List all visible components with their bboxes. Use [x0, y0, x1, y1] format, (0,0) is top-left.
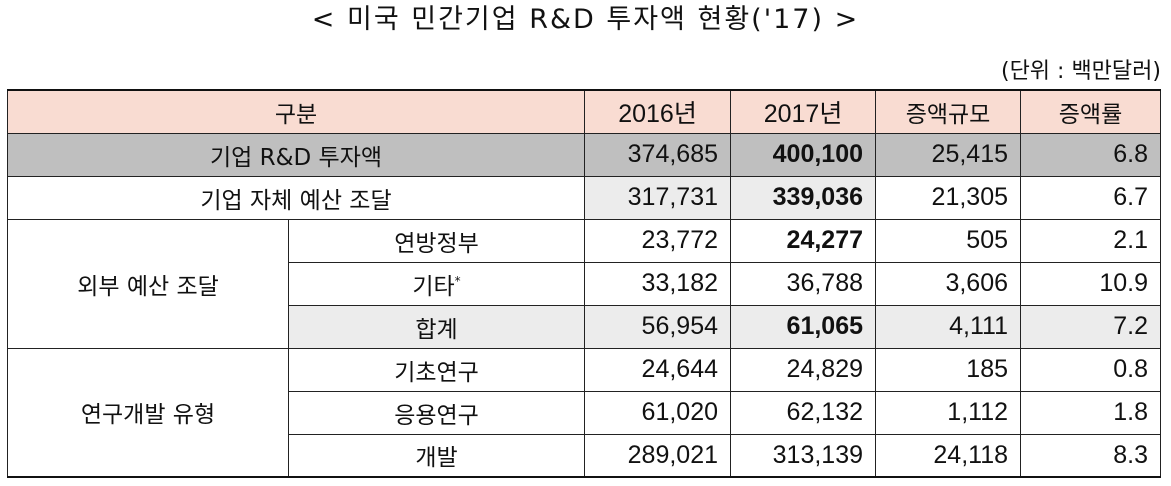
- group-label-external: 외부 예산 조달: [7, 218, 289, 349]
- cell-2017: 62,132: [730, 390, 877, 435]
- row-label: 연방정부: [287, 218, 586, 263]
- table-row-external-sum: 합계 56,954 61,065 4,111 7.2: [8, 304, 1162, 349]
- cell-2016: 23,772: [584, 218, 732, 263]
- cell-2016: 317,731: [584, 175, 732, 220]
- cell-2016: 374,685: [584, 132, 732, 177]
- row-label: 응용연구: [287, 390, 586, 435]
- unit-label: (단위 : 백만달러): [1000, 59, 1161, 84]
- cell-2017: 24,829: [730, 347, 877, 392]
- row-label: 기업 자체 예산 조달: [6, 175, 586, 220]
- cell-increase: 21,305: [875, 175, 1022, 220]
- cell-2016: 56,954: [584, 304, 732, 349]
- cell-rate: 2.1: [1020, 218, 1162, 263]
- header-2017: 2017년: [730, 89, 877, 134]
- table-row-self-funded: 기업 자체 예산 조달 317,731 339,036 21,305 6.7: [6, 175, 1162, 220]
- cell-2016: 33,182: [584, 261, 732, 306]
- row-label: 기초연구: [287, 347, 586, 392]
- header-category: 구분: [6, 89, 586, 134]
- table-row-applied-research: 응용연구 61,020 62,132 1,112 1.8: [8, 390, 1162, 435]
- cell-2017: 24,277: [730, 218, 877, 263]
- cell-increase: 185: [875, 347, 1022, 392]
- cell-2016: 61,020: [584, 390, 732, 435]
- row-label-other: 기타*: [287, 261, 586, 306]
- cell-2017: 339,036: [730, 175, 877, 220]
- cell-increase: 25,415: [875, 132, 1022, 177]
- cell-rate: 8.3: [1020, 433, 1162, 478]
- cell-rate: 6.8: [1020, 132, 1162, 177]
- table-row-federal: 외부 예산 조달 연방정부 23,772 24,277 505 2.1: [7, 218, 1162, 349]
- cell-2017: 61,065: [730, 304, 877, 349]
- cell-2017: 313,139: [730, 433, 877, 478]
- cell-rate: 1.8: [1020, 390, 1162, 435]
- row-label: 합계: [287, 304, 586, 349]
- table-row-development: 개발 289,021 313,139 24,118 8.3: [8, 433, 1162, 478]
- table-row-other: 기타* 33,182 36,788 3,606 10.9: [8, 261, 1162, 306]
- cell-increase: 505: [875, 218, 1022, 263]
- row-label: 기업 R&D 투자액: [6, 132, 586, 177]
- cell-2016: 24,644: [584, 347, 732, 392]
- cell-2016: 289,021: [584, 433, 732, 478]
- rd-investment-table: 구분 2016년 2017년 증액규모 증액률 기업 R&D 투자액 374,6…: [6, 89, 1162, 478]
- cell-increase: 3,606: [875, 261, 1022, 306]
- cell-rate: 7.2: [1020, 304, 1162, 349]
- cell-rate: 0.8: [1020, 347, 1162, 392]
- header-increase: 증액규모: [875, 89, 1022, 134]
- cell-rate: 10.9: [1020, 261, 1162, 306]
- header-rate: 증액률: [1020, 89, 1162, 134]
- table-row-total: 기업 R&D 투자액 374,685 400,100 25,415 6.8: [6, 132, 1162, 177]
- cell-2017: 36,788: [730, 261, 877, 306]
- cell-increase: 4,111: [875, 304, 1022, 349]
- footnote-mark: *: [454, 273, 461, 288]
- group-label-rd-type: 연구개발 유형: [7, 347, 289, 478]
- page-title: < 미국 민간기업 R&D 투자액 현황('17) >: [311, 4, 860, 35]
- row-label: 개발: [287, 433, 586, 478]
- header-2016: 2016년: [584, 89, 732, 134]
- cell-rate: 6.7: [1020, 175, 1162, 220]
- cell-increase: 24,118: [875, 433, 1022, 478]
- table-header-row: 구분 2016년 2017년 증액규모 증액률: [6, 89, 1162, 134]
- row-label: 기타: [412, 273, 455, 300]
- cell-2017: 400,100: [730, 132, 877, 177]
- cell-increase: 1,112: [875, 390, 1022, 435]
- table-row-basic-research: 연구개발 유형 기초연구 24,644 24,829 185 0.8: [7, 347, 1162, 478]
